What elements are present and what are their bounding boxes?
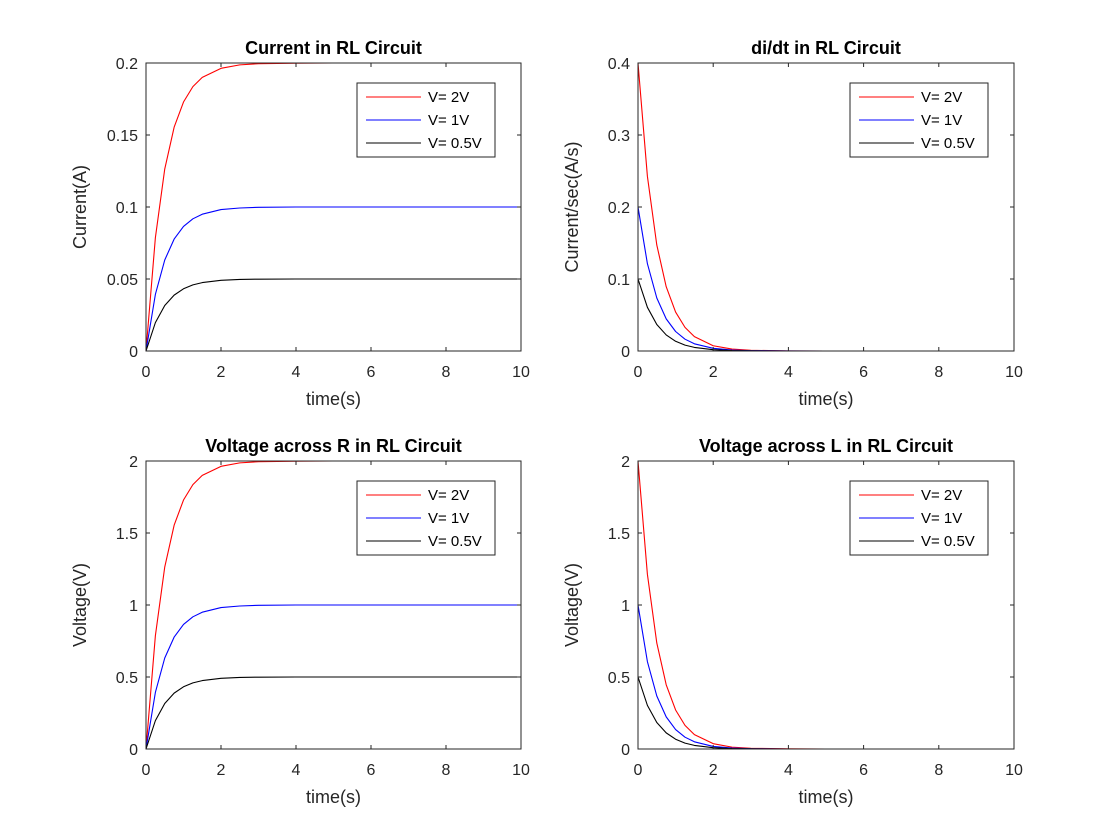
x-tick-label: 8: [442, 364, 451, 381]
x-tick-label: 6: [859, 364, 868, 381]
x-tick-label: 2: [709, 762, 718, 779]
series-line-3: [145, 676, 521, 750]
x-tick-label: 2: [709, 364, 718, 381]
chart-title: Current in RL Circuit: [245, 38, 422, 58]
legend-label-2: V= 1V: [921, 112, 962, 129]
x-axis-label: time(s): [799, 389, 854, 409]
x-tick-label: 10: [1005, 762, 1023, 779]
x-tick-label: 2: [217, 364, 226, 381]
x-axis-label: time(s): [306, 787, 361, 807]
legend: V= 2V V= 1V V= 0.5V: [849, 82, 989, 158]
x-tick-label: 2: [217, 762, 226, 779]
y-tick-label: 0.05: [107, 272, 138, 289]
x-tick-label: 8: [934, 364, 943, 381]
y-tick-label: 0: [129, 344, 138, 361]
subplot-4: 0 2 4 6 8 10 0 0.5 1 1.5 2 Voltage across L in RL C…: [562, 436, 1023, 807]
x-tick-label: 0: [634, 762, 643, 779]
x-tick-label: 4: [292, 762, 301, 779]
x-tick-label: 4: [784, 762, 793, 779]
series-line-2: [145, 604, 521, 750]
subplot-3: 0 2 4 6 8 10 0 0.5 1 1.5 2 Voltage across R in RL C…: [70, 436, 530, 807]
chart-title: di/dt in RL Circuit: [751, 38, 901, 58]
subplot-2: 0 2 4 6 8 10 0 0.1 0.2 0.3 0.4 di/dt in RL Circuit t…: [562, 38, 1023, 409]
x-tick-label: 6: [367, 364, 376, 381]
x-tick-label: 6: [859, 762, 868, 779]
y-tick-label: 1: [129, 598, 138, 615]
x-tick-label: 4: [292, 364, 301, 381]
legend-label-2: V= 1V: [921, 510, 962, 527]
y-tick-label: 0.3: [608, 128, 630, 145]
y-axis-label: Current/sec(A/s): [562, 141, 582, 272]
x-tick-label: 0: [142, 364, 151, 381]
legend-label-3: V= 0.5V: [921, 135, 975, 152]
subplot-1: 0 2 4 6 8 10 0 0.05 0.1 0.15 0.2 Current in RL Circ…: [70, 38, 530, 409]
x-tick-label: 0: [634, 364, 643, 381]
y-tick-label: 0.1: [116, 200, 138, 217]
y-tick-label: 0: [621, 344, 630, 361]
x-tick-label: 10: [512, 364, 530, 381]
x-tick-label: 10: [1005, 364, 1023, 381]
legend: V= 2V V= 1V V= 0.5V: [356, 82, 496, 158]
chart-title: Voltage across R in RL Circuit: [205, 436, 461, 456]
y-tick-label: 0.4: [608, 56, 630, 73]
x-tick-label: 0: [142, 762, 151, 779]
legend-label-1: V= 2V: [428, 487, 469, 504]
x-tick-label: 10: [512, 762, 530, 779]
chart-title: Voltage across L in RL Circuit: [699, 436, 953, 456]
legend: V= 2V V= 1V V= 0.5V: [356, 480, 496, 556]
x-tick-label: 6: [367, 762, 376, 779]
legend-label-1: V= 2V: [428, 89, 469, 106]
legend-label-3: V= 0.5V: [921, 533, 975, 550]
y-tick-label: 1: [621, 598, 630, 615]
legend-label-1: V= 2V: [921, 487, 962, 504]
y-tick-label: 2: [129, 454, 138, 471]
y-tick-label: 0.2: [608, 200, 630, 217]
x-tick-label: 8: [934, 762, 943, 779]
legend-label-1: V= 2V: [921, 89, 962, 106]
x-axis-label: time(s): [799, 787, 854, 807]
legend-label-2: V= 1V: [428, 112, 469, 129]
y-tick-label: 1.5: [608, 526, 630, 543]
x-axis-label: time(s): [306, 389, 361, 409]
y-axis-label: Current(A): [70, 165, 90, 249]
y-tick-label: 0: [129, 742, 138, 759]
x-tick-label: 4: [784, 364, 793, 381]
x-tick-label: 8: [442, 762, 451, 779]
legend-label-3: V= 0.5V: [428, 135, 482, 152]
legend-label-2: V= 1V: [428, 510, 469, 527]
legend: V= 2V V= 1V V= 0.5V: [849, 480, 989, 556]
legend-label-3: V= 0.5V: [428, 533, 482, 550]
y-tick-label: 0: [621, 742, 630, 759]
series-line-2: [145, 206, 521, 352]
y-axis-label: Voltage(V): [70, 563, 90, 647]
y-tick-label: 0.15: [107, 128, 138, 145]
y-tick-label: 0.1: [608, 272, 630, 289]
y-tick-label: 0.5: [608, 670, 630, 687]
series-line-3: [145, 278, 521, 352]
y-tick-label: 2: [621, 454, 630, 471]
y-axis-label: Voltage(V): [562, 563, 582, 647]
y-tick-label: 1.5: [116, 526, 138, 543]
y-tick-label: 0.5: [116, 670, 138, 687]
y-tick-label: 0.2: [116, 56, 138, 73]
